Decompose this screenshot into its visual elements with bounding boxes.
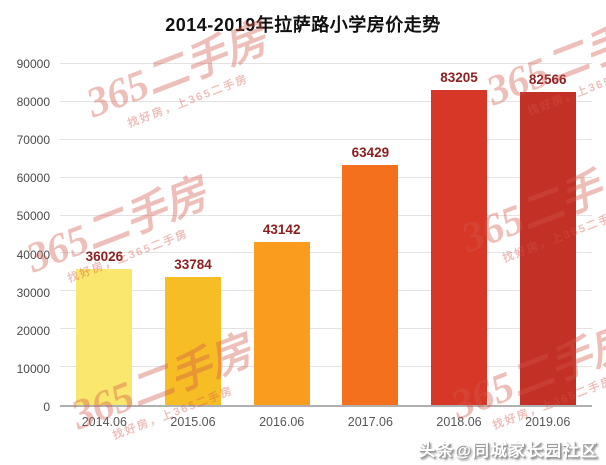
bar-column: 33784 bbox=[149, 64, 238, 405]
bar-series: 36026 33784 43142 63429 83205 82566 bbox=[60, 64, 592, 405]
y-tick-label: 80000 bbox=[16, 95, 50, 110]
bar-value-label: 82566 bbox=[528, 72, 567, 88]
x-axis: 2014.06 2015.06 2016.06 2017.06 2018.06 2019.… bbox=[60, 415, 592, 435]
y-tick-label: 50000 bbox=[16, 209, 50, 224]
bar-column: 82566 bbox=[503, 64, 592, 405]
bar-column: 36026 bbox=[60, 64, 149, 405]
x-tick-label: 2018.06 bbox=[436, 415, 482, 429]
gridline bbox=[60, 366, 592, 368]
bar-value-label: 83205 bbox=[440, 69, 478, 85]
y-tick-label: 70000 bbox=[16, 133, 50, 148]
y-tick-label: 60000 bbox=[16, 171, 50, 186]
plot-area: 36026 33784 43142 63429 83205 82566 bbox=[60, 63, 592, 407]
y-axis: 0 10000 20000 30000 40000 50000 60000 70000 8000… bbox=[0, 57, 54, 414]
gridline bbox=[60, 252, 592, 254]
x-tick-label: 2014.06 bbox=[81, 415, 127, 429]
bar-column: 43142 bbox=[237, 64, 326, 405]
bar-column: 83205 bbox=[415, 64, 504, 405]
bar-column: 63429 bbox=[326, 64, 415, 405]
y-tick-label: 30000 bbox=[16, 285, 50, 300]
bar-value-label: 33784 bbox=[174, 257, 212, 272]
gridline bbox=[60, 290, 592, 292]
x-tick-label: 2016.06 bbox=[259, 415, 305, 429]
y-tick-label: 90000 bbox=[16, 57, 50, 71]
x-tick-label: 2015.06 bbox=[170, 415, 216, 429]
bar bbox=[431, 89, 488, 405]
y-tick-label: 10000 bbox=[16, 361, 50, 376]
y-tick-label: 20000 bbox=[16, 323, 50, 338]
gridline bbox=[60, 138, 592, 140]
y-tick-label: 40000 bbox=[16, 247, 50, 262]
credit-text: 头条@同城家长园社区 bbox=[418, 441, 598, 460]
bar-value-label: 43142 bbox=[262, 221, 301, 237]
x-tick-label: 2017.06 bbox=[347, 415, 393, 429]
bar bbox=[342, 164, 399, 405]
bar bbox=[76, 268, 133, 405]
x-tick-label: 2019.06 bbox=[525, 415, 571, 429]
bar bbox=[253, 241, 310, 405]
bar bbox=[165, 277, 221, 405]
chart-title: 2014-2019年拉萨路小学房价走势 bbox=[165, 15, 441, 35]
gridline bbox=[60, 328, 592, 330]
bar-value-label: 63429 bbox=[351, 144, 390, 160]
bar bbox=[519, 92, 576, 405]
gridline bbox=[60, 176, 592, 178]
y-tick-label: 0 bbox=[43, 400, 50, 414]
gridline bbox=[60, 214, 592, 216]
bar-value-label: 36026 bbox=[85, 248, 124, 264]
gridline bbox=[60, 100, 592, 102]
gridline bbox=[60, 63, 592, 64]
